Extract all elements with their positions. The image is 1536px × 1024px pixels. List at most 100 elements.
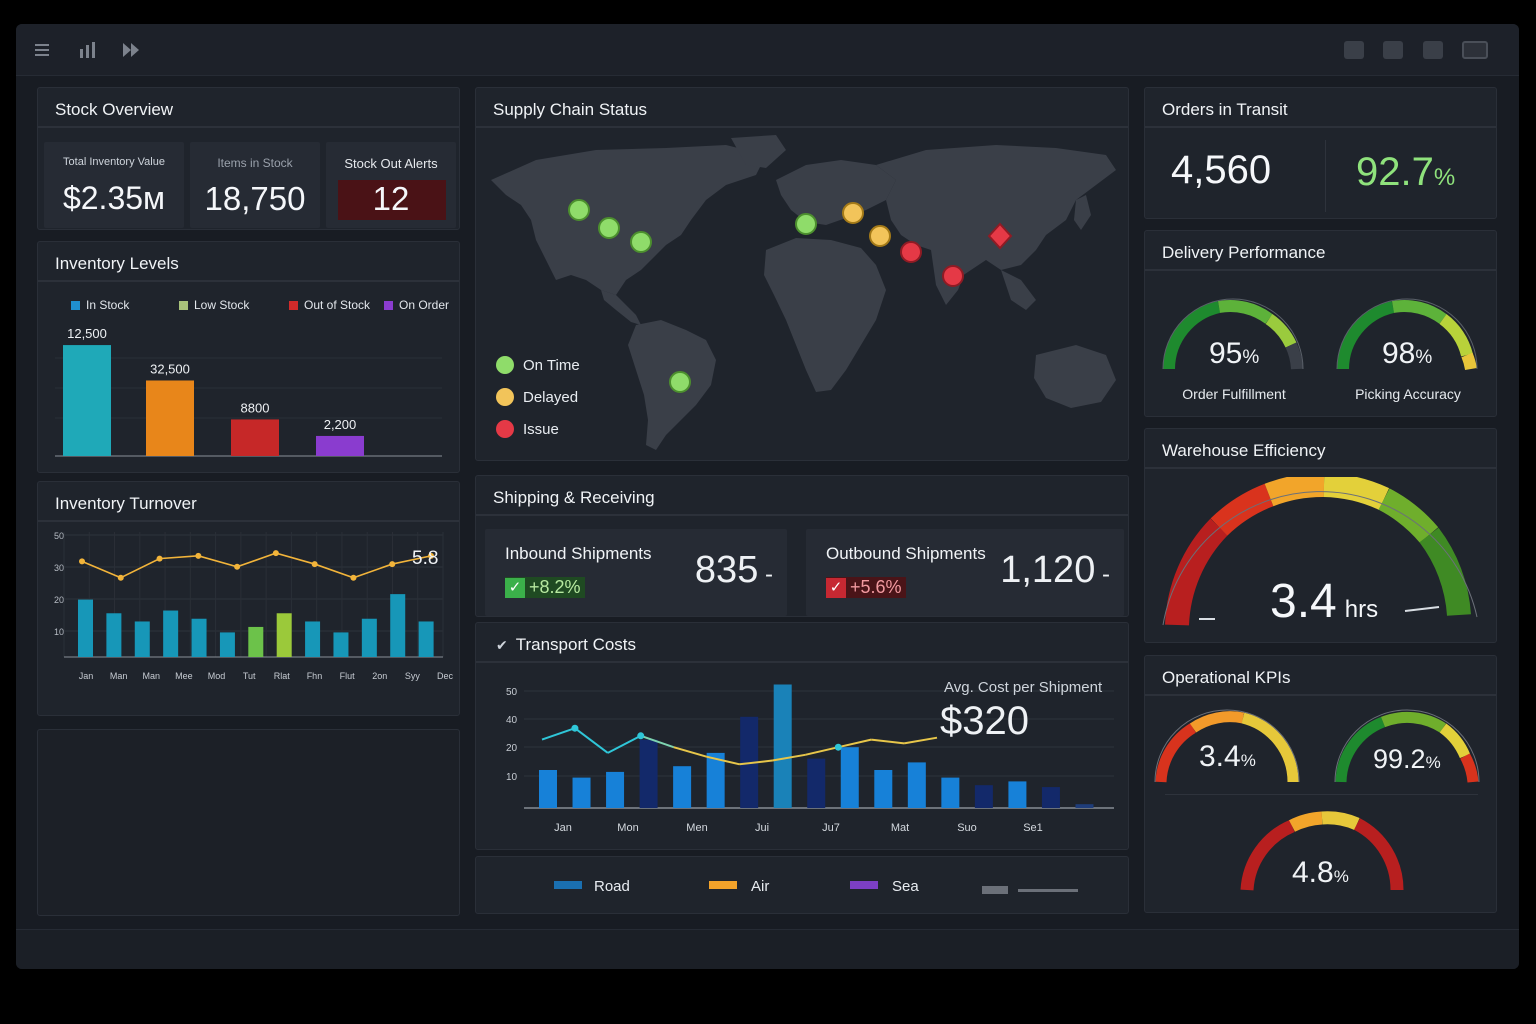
trend-segment: [673, 746, 707, 758]
total-inventory-card[interactable]: Total Inventory Value $2.35м: [44, 142, 184, 228]
line-point: [571, 724, 579, 732]
marker-issue[interactable]: [900, 241, 922, 263]
check-icon: ✓: [826, 578, 846, 598]
bar: [807, 758, 826, 808]
marker-delayed[interactable]: [842, 202, 864, 224]
outbound-card[interactable]: Outbound Shipments 1,120 - ✓ +5.6%: [806, 529, 1124, 616]
legend-other: [982, 881, 1078, 899]
trend-segment: [772, 753, 806, 762]
bar: [305, 621, 321, 657]
supply-chain-legend: On Time Delayed Issue: [496, 356, 580, 452]
bar: [639, 739, 658, 808]
legend-swatch: [982, 886, 1008, 894]
legend-label: Out of Stock: [304, 298, 371, 312]
orders-transit-title: Orders in Transit: [1145, 88, 1496, 128]
line-point: [389, 561, 396, 568]
order-fulfillment-readout: 95%: [1209, 337, 1259, 371]
marker-on-time[interactable]: [669, 371, 691, 393]
transport-costs-header: ✔ Transport Costs: [476, 623, 1128, 663]
inbound-card[interactable]: Inbound Shipments 835 - ✓ +8.2%: [485, 529, 787, 616]
legend-label: In Stock: [86, 298, 130, 312]
maximize-button[interactable]: [1462, 41, 1488, 59]
top-toolbar: [16, 24, 1519, 76]
gauge-arc-green: [1380, 711, 1446, 733]
legend-swatch: [554, 881, 582, 889]
gauge-arc-light: [1439, 314, 1473, 357]
legend-in-stock: In Stock: [71, 298, 129, 312]
inbound-change: +8.2%: [529, 577, 581, 597]
gauge-unit: %: [1415, 347, 1433, 368]
marker-issue[interactable]: [942, 265, 964, 287]
items-in-stock-card[interactable]: Items in Stock 18,750: [190, 142, 320, 228]
bar: [974, 785, 993, 808]
line-point: [156, 555, 163, 562]
line-point: [117, 574, 124, 581]
marker-issue[interactable]: [987, 222, 1013, 250]
window-button-3[interactable]: [1423, 41, 1443, 59]
marker-on-time[interactable]: [598, 217, 620, 239]
marker-on-time[interactable]: [630, 231, 652, 253]
marker-on-time[interactable]: [795, 213, 817, 235]
bar: [219, 632, 235, 657]
kpi-gauge-3: [1240, 811, 1404, 891]
warehouse-title: Warehouse Efficiency: [1145, 429, 1496, 469]
x-tick: Fhn: [307, 671, 323, 681]
status-bar: [16, 929, 1519, 969]
map-landmasses: [491, 135, 1116, 450]
gauge-value: 98: [1382, 337, 1416, 370]
bar: [316, 435, 364, 456]
inbound-value-wrap: 835 -: [695, 549, 773, 592]
gauge-arc-yellow: [1323, 477, 1390, 510]
y-tick: 30: [54, 563, 64, 573]
trend-segment: [739, 759, 773, 766]
trend-segment: [640, 734, 674, 749]
bar: [231, 419, 279, 456]
delivery-panel: Delivery Performance 95% Order Fulfillme…: [1144, 230, 1497, 417]
gauge-arc-orange: [1264, 477, 1325, 507]
legend-line: [1018, 889, 1078, 892]
x-tick: Dec: [437, 671, 454, 681]
legend-low-stock: Low Stock: [179, 298, 249, 312]
line-point: [637, 732, 645, 740]
x-tick: Jui: [755, 822, 769, 834]
stock-out-alerts-card[interactable]: Stock Out Alerts 12: [326, 142, 456, 228]
bar: [146, 380, 194, 456]
window-button-2[interactable]: [1383, 41, 1403, 59]
gauge-value: 95: [1209, 337, 1243, 370]
map-markers: [568, 199, 1013, 393]
menu-icon[interactable]: [30, 38, 54, 62]
gauge-outline: [1154, 709, 1300, 783]
marker-delayed[interactable]: [869, 225, 891, 247]
gauge-arc-orange: [1289, 811, 1323, 832]
gauge-arc-light-green: [1378, 488, 1439, 543]
stock-out-alerts-value: 12: [372, 180, 410, 217]
marker-on-time[interactable]: [568, 199, 590, 221]
shipping-title: Shipping & Receiving: [476, 476, 1128, 516]
world-map[interactable]: [476, 130, 1128, 460]
kpi-unit: %: [1425, 753, 1441, 772]
line-point: [350, 574, 357, 581]
fast-forward-icon[interactable]: [119, 38, 143, 62]
legend-sea: Sea: [850, 878, 919, 895]
legend-out-of-stock: Out of Stock: [289, 298, 370, 312]
order-fulfillment-label: Order Fulfillment: [1182, 386, 1286, 402]
x-tick: Flut: [340, 671, 356, 681]
kpi-2-readout: 99.2%: [1373, 744, 1441, 775]
bar: [773, 684, 792, 808]
data-label: 12,500: [67, 326, 107, 341]
stock-overview-panel: Stock Overview Total Inventory Value $2.…: [37, 87, 460, 230]
x-tick: Mon: [617, 822, 638, 834]
kpi-1-readout: 3.4%: [1199, 740, 1256, 774]
legend-label: On Time: [523, 357, 580, 374]
total-inventory-label: Total Inventory Value: [63, 156, 165, 168]
picking-accuracy-gauge: [1336, 298, 1478, 371]
data-label: 2,200: [324, 417, 357, 432]
bar: [673, 766, 692, 808]
bar: [840, 747, 859, 808]
line-point: [834, 743, 842, 751]
bar-chart-icon[interactable]: [76, 38, 100, 62]
y-tick: 10: [54, 627, 64, 637]
legend-label: On Order: [399, 298, 450, 312]
window-button-1[interactable]: [1344, 41, 1364, 59]
check-icon: ✔: [496, 637, 508, 653]
